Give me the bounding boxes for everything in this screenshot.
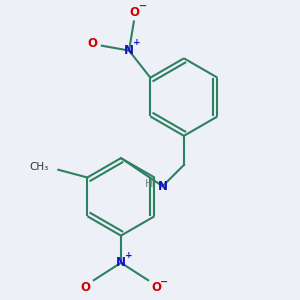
Text: CH₃: CH₃ xyxy=(29,162,49,172)
Text: O: O xyxy=(130,6,140,19)
Text: N: N xyxy=(158,180,168,193)
Text: +: + xyxy=(125,250,133,260)
Text: −: − xyxy=(139,1,147,11)
Text: H: H xyxy=(145,179,153,189)
Text: O: O xyxy=(152,281,162,295)
Text: O: O xyxy=(87,37,97,50)
Text: N: N xyxy=(116,256,126,269)
Text: −: − xyxy=(160,277,169,287)
Text: O: O xyxy=(80,281,90,295)
Text: N: N xyxy=(124,44,134,57)
Text: +: + xyxy=(133,38,141,47)
